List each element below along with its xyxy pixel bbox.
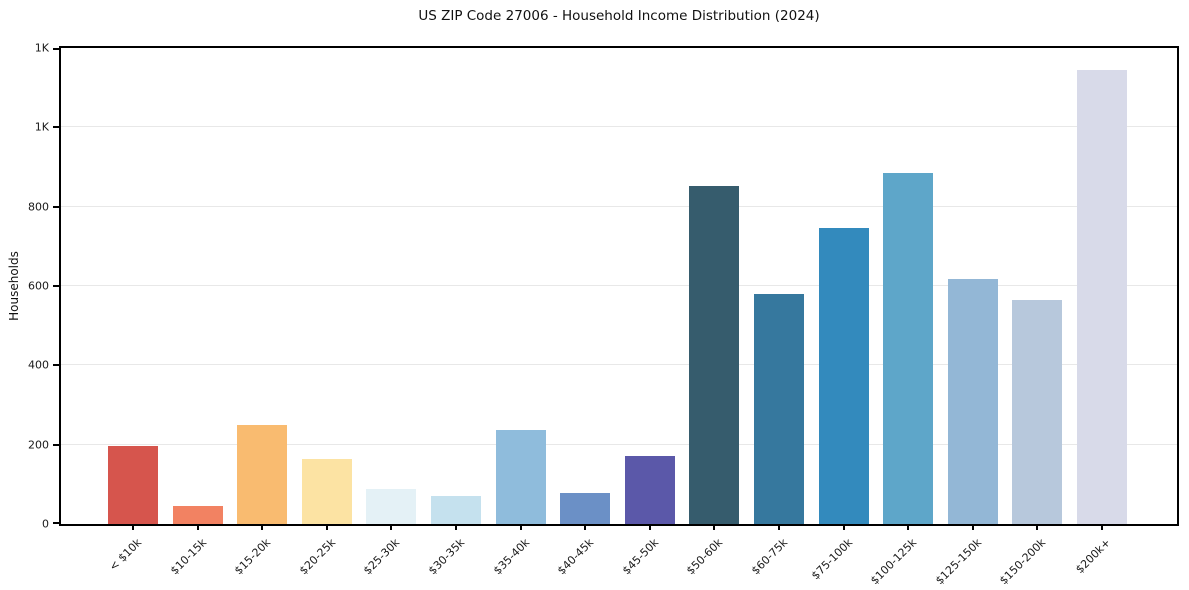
y-tick-label-800: 800 <box>28 200 49 214</box>
bar-$150-200k <box>1012 300 1063 524</box>
chart-title: US ZIP Code 27006 - Household Income Dis… <box>418 8 820 24</box>
x-tick-label-0: < $10k <box>106 536 145 574</box>
bar-$50-60k <box>689 186 740 524</box>
bar-$40-45k <box>560 492 611 524</box>
bar-$30-35k <box>431 495 481 524</box>
bar-$45-50k <box>624 456 675 524</box>
x-tick-10 <box>778 524 780 530</box>
bar-$125-150k <box>947 279 998 524</box>
bar-$75-100k <box>818 228 869 524</box>
y-tick-200 <box>53 443 59 446</box>
gridline-800 <box>61 205 1177 207</box>
gridline-200 <box>61 443 1177 445</box>
x-tick-0 <box>132 524 134 530</box>
bar-$60-75k <box>754 293 804 524</box>
bar-$200k+ <box>1077 70 1127 524</box>
x-tick-1 <box>196 524 199 530</box>
x-tick-14 <box>1036 524 1039 530</box>
bar-< $10k <box>108 445 158 524</box>
x-tick-12 <box>907 524 910 530</box>
y-tick-0 <box>53 522 59 524</box>
x-tick-4 <box>390 524 393 530</box>
y-tick-400 <box>53 364 59 367</box>
y-tick-label-400: 400 <box>28 358 49 372</box>
y-tick-label-1200: 1K <box>34 41 49 55</box>
y-tick-label-600: 600 <box>28 279 49 293</box>
bar-$100-125k <box>883 173 934 524</box>
bar-$20-25k <box>301 459 352 524</box>
y-tick-label-200: 200 <box>28 438 49 452</box>
y-tick-label-1000: 1K <box>34 120 49 134</box>
bar-$35-40k <box>495 429 546 524</box>
y-tick-800 <box>53 205 59 208</box>
x-tick-5 <box>455 524 457 530</box>
y-axis-label: Households <box>7 251 21 321</box>
y-tick-label-0: 0 <box>42 517 49 531</box>
x-tick-8 <box>648 524 651 530</box>
bar-$25-30k <box>366 489 417 524</box>
x-tick-2 <box>261 524 264 530</box>
gridline-600 <box>61 285 1177 286</box>
x-tick-3 <box>325 524 328 530</box>
x-tick-6 <box>519 524 522 530</box>
y-tick-600 <box>53 285 59 287</box>
y-tick-1000 <box>53 126 59 129</box>
gridline-400 <box>61 364 1177 366</box>
x-tick-13 <box>971 524 974 530</box>
bar-$15-20k <box>237 424 288 524</box>
x-tick-15 <box>1101 524 1103 530</box>
x-tick-7 <box>584 524 587 530</box>
bar-$10-15k <box>172 506 223 524</box>
y-tick-1200 <box>53 48 59 50</box>
gridline-1000 <box>61 126 1177 128</box>
plot-area: 0 200 400 600 800 1K 1K <box>28 42 1179 531</box>
x-tick-11 <box>842 524 845 530</box>
x-tick-9 <box>713 524 716 530</box>
